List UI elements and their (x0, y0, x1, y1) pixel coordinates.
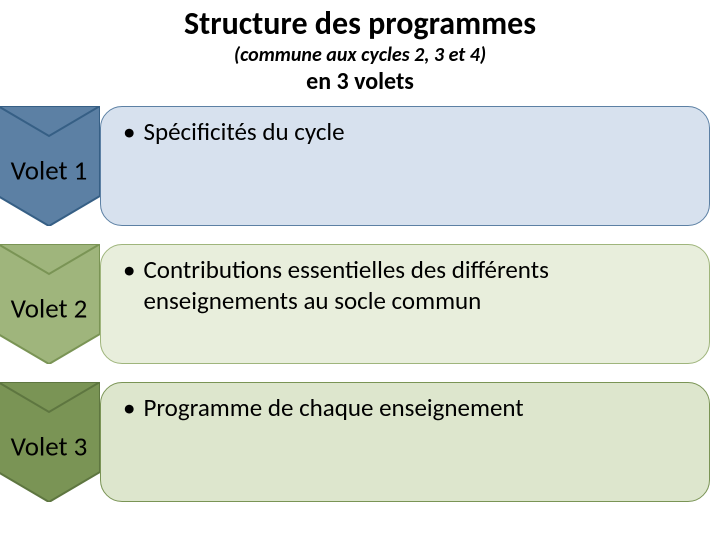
bullet-line: • Contributions essentielles des différen… (123, 255, 691, 316)
bullet-text: Contributions essentielles des différent… (143, 255, 691, 316)
bullet-line: • Programme de chaque enseignement (123, 393, 691, 424)
bullet-icon: • (123, 393, 135, 424)
page-subtitle: (commune aux cycles 2, 3 et 4) (0, 43, 720, 67)
volet-label: Volet 3 (0, 430, 100, 463)
bullet-text: Programme de chaque enseignement (143, 393, 523, 424)
volet-label: Volet 1 (0, 154, 100, 187)
chevron: Volet 3 (0, 382, 100, 502)
volet-row: Volet 3 • Programme de chaque enseignement (0, 382, 710, 502)
volet-row: Volet 1 • Spécificités du cycle (0, 106, 710, 226)
volet-row: Volet 2 • Contributions essentielles des d… (0, 244, 710, 364)
volet-content: • Spécificités du cycle (100, 106, 710, 226)
chevron: Volet 1 (0, 106, 100, 226)
page-subtitle-2: en 3 volets (0, 67, 720, 96)
header: Structure des programmes (commune aux cy… (0, 0, 720, 96)
volets-container: Volet 1 • Spécificités du cycle Volet 2 • Con… (0, 96, 720, 502)
bullet-icon: • (123, 117, 135, 148)
bullet-text: Spécificités du cycle (143, 117, 344, 148)
chevron: Volet 2 (0, 244, 100, 364)
bullet-line: • Spécificités du cycle (123, 117, 691, 148)
volet-content: • Programme de chaque enseignement (100, 382, 710, 502)
page-title: Structure des programmes (0, 4, 720, 43)
volet-label: Volet 2 (0, 292, 100, 325)
bullet-icon: • (123, 255, 135, 286)
volet-content: • Contributions essentielles des différen… (100, 244, 710, 364)
